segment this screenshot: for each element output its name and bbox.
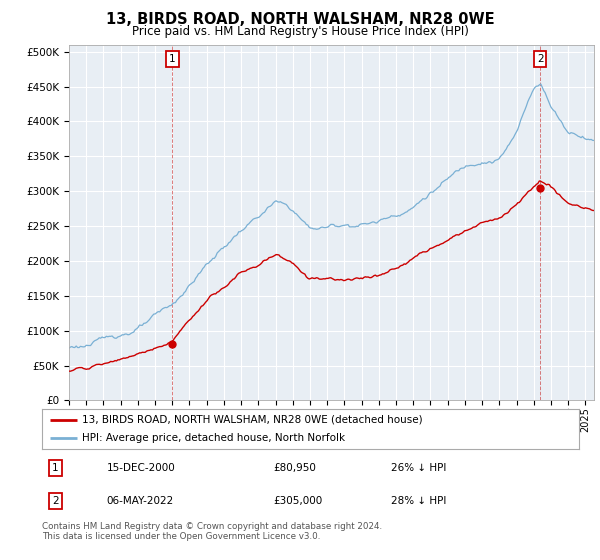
Text: 13, BIRDS ROAD, NORTH WALSHAM, NR28 0WE: 13, BIRDS ROAD, NORTH WALSHAM, NR28 0WE xyxy=(106,12,494,27)
Text: 1: 1 xyxy=(52,463,59,473)
Text: 26% ↓ HPI: 26% ↓ HPI xyxy=(391,463,446,473)
Text: 28% ↓ HPI: 28% ↓ HPI xyxy=(391,496,446,506)
Text: 06-MAY-2022: 06-MAY-2022 xyxy=(106,496,173,506)
Text: £80,950: £80,950 xyxy=(273,463,316,473)
Text: Price paid vs. HM Land Registry's House Price Index (HPI): Price paid vs. HM Land Registry's House … xyxy=(131,25,469,38)
Text: HPI: Average price, detached house, North Norfolk: HPI: Average price, detached house, Nort… xyxy=(82,433,346,443)
Text: 13, BIRDS ROAD, NORTH WALSHAM, NR28 0WE (detached house): 13, BIRDS ROAD, NORTH WALSHAM, NR28 0WE … xyxy=(82,415,423,424)
Text: 2: 2 xyxy=(52,496,59,506)
Text: £305,000: £305,000 xyxy=(273,496,322,506)
Text: 1: 1 xyxy=(169,54,176,64)
Text: 2: 2 xyxy=(537,54,544,64)
Text: Contains HM Land Registry data © Crown copyright and database right 2024.
This d: Contains HM Land Registry data © Crown c… xyxy=(42,522,382,542)
Text: 15-DEC-2000: 15-DEC-2000 xyxy=(106,463,175,473)
